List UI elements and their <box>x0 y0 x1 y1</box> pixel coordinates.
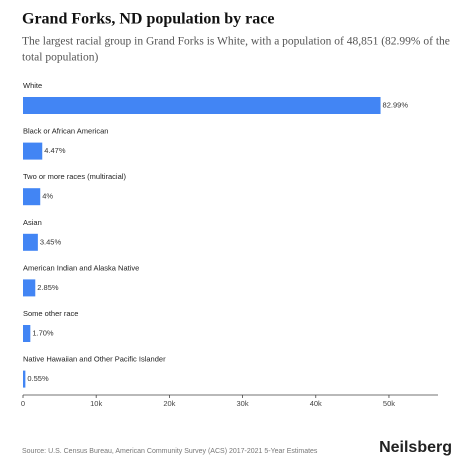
source: Source: U.S. Census Bureau, American Com… <box>22 448 318 455</box>
bar <box>23 188 41 206</box>
value-label: 82.99% <box>383 100 409 109</box>
bar <box>23 279 36 297</box>
category-label: Black or African American <box>23 127 108 136</box>
value-label: 4.47% <box>44 146 66 155</box>
bar <box>23 325 31 342</box>
category-label: White <box>23 81 42 90</box>
x-tick-label: 50k <box>383 399 395 408</box>
chart-subtitle: The largest racial group in Grand Forks … <box>22 36 450 48</box>
brand: Neilsberg <box>379 439 452 456</box>
value-label: 2.85% <box>37 283 59 292</box>
value-label: 3.45% <box>40 237 62 246</box>
bar <box>23 142 43 160</box>
category-label: Two or more races (multiracial) <box>23 172 126 181</box>
x-tick-label: 10k <box>90 399 102 408</box>
bar <box>23 233 38 251</box>
value-label: 1.70% <box>32 328 54 337</box>
bar <box>23 97 381 114</box>
value-label: 4% <box>42 192 53 201</box>
category-label: Some other race <box>23 309 78 318</box>
chart-title: Grand Forks, ND population by race <box>22 11 274 28</box>
value-label: 0.55% <box>27 374 49 383</box>
category-label: Native Hawaiian and Other Pacific Island… <box>23 355 166 364</box>
x-tick-label: 0 <box>21 399 25 408</box>
category-label: American Indian and Alaska Native <box>23 263 139 272</box>
category-label: Asian <box>23 218 42 227</box>
bar <box>23 370 26 388</box>
chart-subtitle: total population) <box>22 52 99 64</box>
x-tick-label: 40k <box>310 399 322 408</box>
x-tick-label: 30k <box>237 399 249 408</box>
x-tick-label: 20k <box>163 399 175 408</box>
